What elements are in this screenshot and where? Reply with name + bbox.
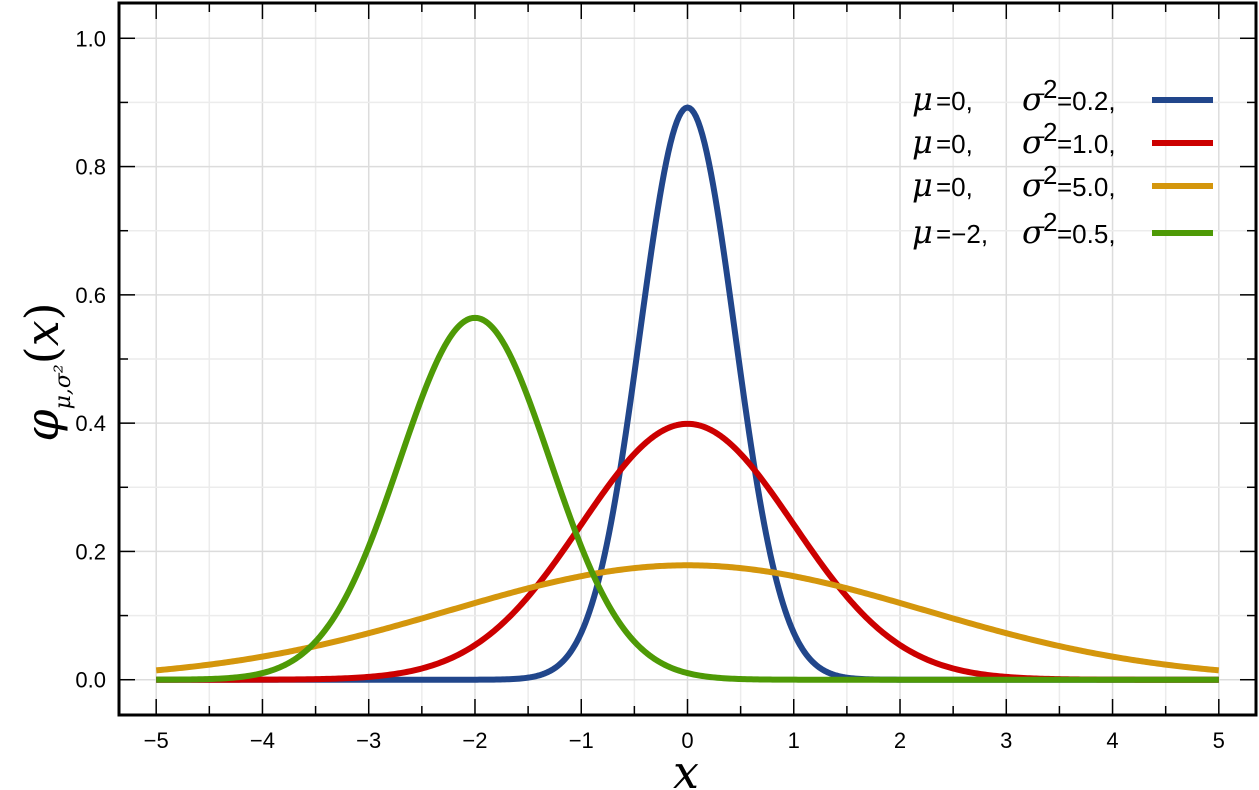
series-curves bbox=[155, 104, 1220, 683]
legend-sigma-symbol: σ bbox=[1022, 166, 1045, 204]
x-tick-label: 3 bbox=[1000, 728, 1012, 753]
x-tick-label: −3 bbox=[356, 728, 381, 753]
legend-mu-symbol: μ bbox=[912, 123, 933, 161]
y-tick-label: 0.6 bbox=[75, 283, 106, 308]
legend-mu-value: =0, bbox=[936, 86, 973, 116]
y-tick-label: 0.2 bbox=[75, 539, 106, 564]
legend-sigma-exponent: 2 bbox=[1043, 207, 1057, 237]
legend-sigma-symbol: σ bbox=[1022, 123, 1045, 161]
x-tick-label: −2 bbox=[462, 728, 487, 753]
legend-sigma-exponent: 2 bbox=[1043, 117, 1057, 147]
legend-sigma-symbol: σ bbox=[1022, 80, 1045, 118]
y-tick-label: 0.8 bbox=[75, 155, 106, 180]
svg-text:φμ,σ²(x): φμ,σ²(x) bbox=[15, 302, 76, 441]
legend-mu-value: =−2, bbox=[936, 219, 988, 249]
legend-sigma-exponent: 2 bbox=[1043, 160, 1057, 190]
legend-mu-value: =0, bbox=[936, 129, 973, 159]
legend-mu-symbol: μ bbox=[912, 213, 933, 251]
legend-entry: μ =−2, σ 2 =0.5, bbox=[912, 207, 1213, 251]
x-tick-labels: −5 −4 −3 −2 −1 0 1 2 3 4 5 bbox=[144, 728, 1225, 753]
x-tick-label: 0 bbox=[681, 728, 693, 753]
x-tick-label: 1 bbox=[788, 728, 800, 753]
y-tick-label: 0.0 bbox=[75, 668, 106, 693]
legend-sigma-value: =1.0, bbox=[1057, 129, 1116, 159]
legend-sigma-value: =5.0, bbox=[1057, 172, 1116, 202]
series-line-4 bbox=[155, 314, 1220, 683]
x-tick-label: 4 bbox=[1106, 728, 1118, 753]
y-tick-label: 1.0 bbox=[75, 26, 106, 51]
legend: μ =0, σ 2 =0.2,μ =0, σ 2 =1.0,μ =0, σ 2 =5.0,μ =−2, σ 2… bbox=[912, 74, 1213, 251]
x-axis-title: x bbox=[673, 745, 699, 790]
legend-entry: μ =0, σ 2 =0.2, bbox=[912, 74, 1213, 118]
plot-frame bbox=[117, 1, 1258, 717]
x-tick-label: 2 bbox=[894, 728, 906, 753]
x-tick-label: −4 bbox=[250, 728, 275, 753]
legend-entry: μ =0, σ 2 =5.0, bbox=[912, 160, 1213, 204]
legend-sigma-value: =0.2, bbox=[1057, 86, 1116, 116]
legend-entry: μ =0, σ 2 =1.0, bbox=[912, 117, 1213, 161]
y-axis-title: φμ,σ²(x) bbox=[15, 302, 76, 441]
legend-sigma-value: =0.5, bbox=[1057, 219, 1116, 249]
y-tick-label: 0.4 bbox=[75, 411, 106, 436]
axis-ticks bbox=[119, 3, 1256, 715]
x-tick-label: −1 bbox=[569, 728, 594, 753]
legend-mu-symbol: μ bbox=[912, 166, 933, 204]
y-tick-labels: 0.0 0.2 0.4 0.6 0.8 1.0 bbox=[75, 26, 106, 692]
series-line-3 bbox=[155, 562, 1220, 674]
legend-sigma-exponent: 2 bbox=[1043, 74, 1057, 104]
x-tick-label: 5 bbox=[1213, 728, 1225, 753]
legend-sigma-symbol: σ bbox=[1022, 213, 1045, 251]
legend-mu-value: =0, bbox=[936, 172, 973, 202]
legend-mu-symbol: μ bbox=[912, 80, 933, 118]
x-tick-label: −5 bbox=[144, 728, 169, 753]
